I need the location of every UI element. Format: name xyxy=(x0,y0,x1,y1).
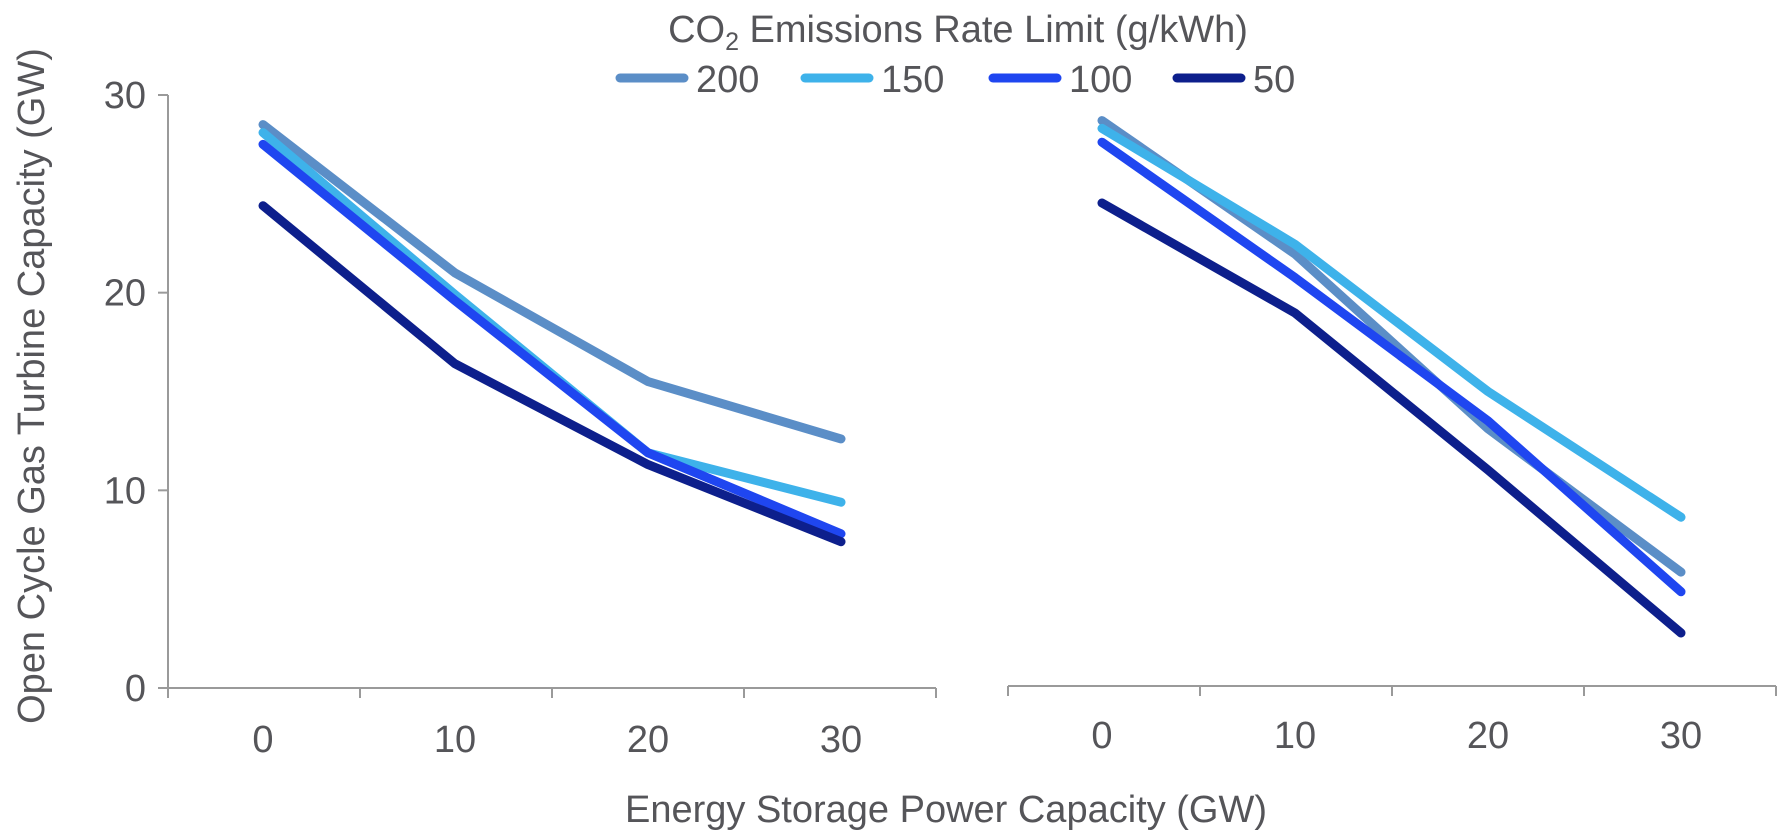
panel-1: 0 10 20 30 0 10 20 30 xyxy=(104,75,937,761)
x-tick-label: 30 xyxy=(1660,715,1702,757)
chart-panels: 0 10 20 30 0 10 20 30 0 10 20 30 xyxy=(104,75,1777,761)
legend-label-50: 50 xyxy=(1253,59,1295,101)
x-tick-label: 0 xyxy=(252,719,273,761)
legend-title: CO2 Emissions Rate Limit (g/kWh) xyxy=(668,9,1248,56)
y-tick-label: 0 xyxy=(125,668,146,710)
y-tick-label: 20 xyxy=(104,273,146,315)
x-tick-label: 0 xyxy=(1091,715,1112,757)
legend-label-200: 200 xyxy=(696,59,759,101)
legend: 200 150 100 50 xyxy=(615,59,1295,101)
legend-label-150: 150 xyxy=(881,59,944,101)
series-line-50 xyxy=(1097,198,1686,638)
series-line-150 xyxy=(1097,123,1686,522)
x-axis-label: Energy Storage Power Capacity (GW) xyxy=(625,789,1267,831)
y-tick-label: 30 xyxy=(104,75,146,117)
series-line-200 xyxy=(258,120,846,444)
series-line-100 xyxy=(258,139,846,539)
series-line-50 xyxy=(258,201,846,547)
x-tick-label: 20 xyxy=(1467,715,1509,757)
panel-2: 0 10 20 30 xyxy=(1007,116,1777,757)
x-tick-label: 10 xyxy=(434,719,476,761)
x-tick-label: 30 xyxy=(820,719,862,761)
series-line-100 xyxy=(1097,137,1686,597)
y-axis-label: Open Cycle Gas Turbine Capacity (GW) xyxy=(11,48,53,724)
x-tick-label: 10 xyxy=(1274,715,1316,757)
legend-label-100: 100 xyxy=(1069,59,1132,101)
y-tick-label: 10 xyxy=(104,470,146,512)
x-tick-label: 20 xyxy=(627,719,669,761)
